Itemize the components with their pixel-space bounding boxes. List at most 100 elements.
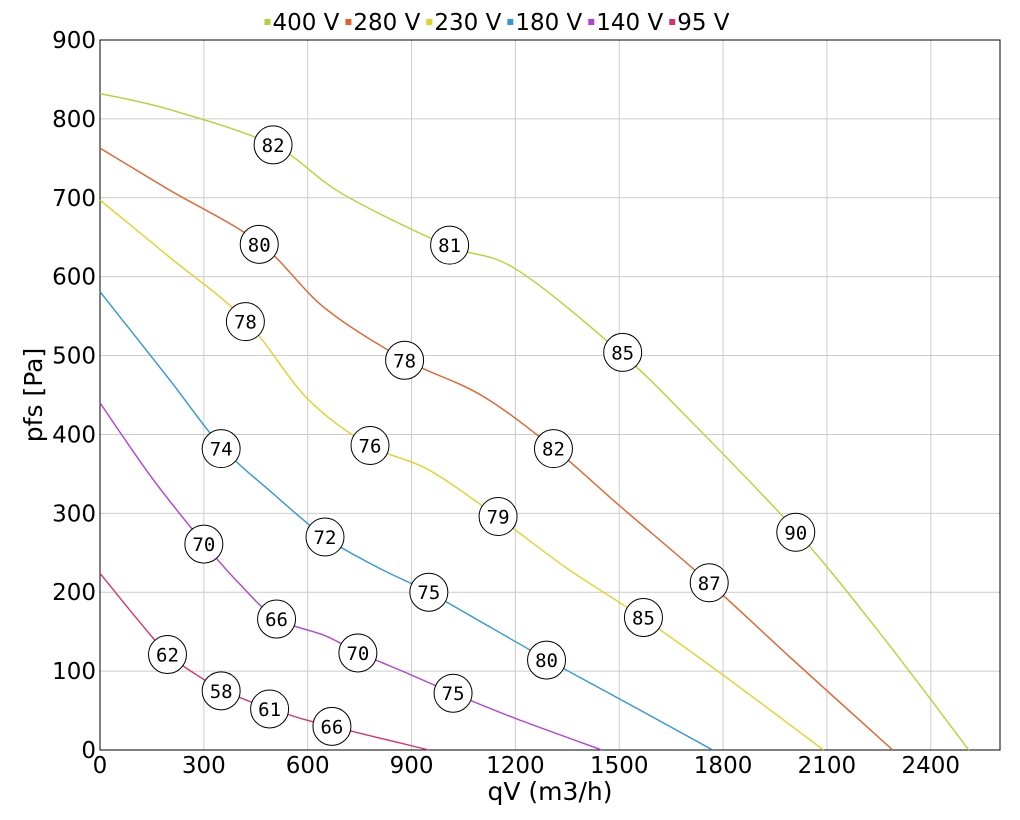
efficiency-marker-label: 78 [393, 350, 416, 372]
efficiency-marker-label: 66 [320, 716, 343, 738]
efficiency-marker-circle [257, 599, 297, 639]
efficiency-marker-circle [239, 224, 279, 264]
efficiency-marker-circle [430, 225, 470, 265]
y-tick-label: 0 [81, 738, 96, 764]
efficiency-marker: 87 [689, 563, 729, 603]
axis-ticks: 0 300 600 900 1200 1500 1800 2100 2400 0 100 200 300… [52, 28, 960, 779]
efficiency-marker-circle [201, 429, 241, 469]
efficiency-marker: 62 [148, 635, 187, 675]
series-line-230v [99, 199, 824, 751]
legend-label: 140 V [596, 10, 663, 36]
x-tick-label: 1500 [590, 753, 649, 779]
efficiency-marker-label: 75 [417, 582, 440, 604]
efficiency-marker-label: 66 [265, 609, 288, 631]
efficiency-marker: 90 [776, 512, 816, 552]
efficiency-marker: 70 [184, 524, 224, 564]
efficiency-marker: 66 [257, 599, 297, 639]
efficiency-marker-circle [253, 125, 293, 165]
efficiency-marker: 82 [533, 429, 573, 469]
x-axis-title: qV (m3/h) [488, 777, 613, 806]
efficiency-marker-label: 80 [535, 650, 558, 672]
efficiency-marker-label: 58 [210, 681, 233, 703]
x-tick-label: 600 [286, 753, 330, 779]
y-tick-label: 300 [52, 501, 96, 527]
efficiency-marker-label: 70 [346, 643, 369, 665]
x-tick-label: 2400 [901, 753, 960, 779]
efficiency-marker-label: 87 [698, 573, 721, 595]
efficiency-marker: 78 [225, 302, 265, 342]
efficiency-marker-circle [305, 517, 345, 557]
efficiency-marker: 80 [239, 224, 279, 264]
efficiency-marker-circle [338, 633, 378, 673]
efficiency-marker-label: 79 [487, 506, 510, 528]
y-tick-label: 200 [52, 580, 96, 606]
efficiency-marker-label: 61 [258, 699, 281, 721]
efficiency-marker-circle [350, 425, 390, 465]
efficiency-marker-circle [776, 512, 816, 552]
efficiency-marker: 74 [201, 429, 241, 469]
legend-swatch [264, 19, 271, 25]
plot-area-frame [99, 39, 1001, 751]
efficiency-marker-label: 74 [210, 439, 233, 461]
efficiency-marker: 76 [350, 425, 390, 465]
y-tick-label: 700 [52, 186, 96, 212]
efficiency-marker-label: 85 [611, 342, 634, 364]
legend-label: 230 V [434, 10, 501, 36]
series-line-180v [99, 291, 714, 751]
legend-label: 95 V [677, 10, 730, 36]
x-tick-label: 1200 [486, 753, 545, 779]
efficiency-marker: 75 [409, 572, 449, 612]
y-tick-label: 900 [52, 28, 96, 54]
efficiency-marker-circle [201, 671, 241, 711]
efficiency-marker-circle [603, 332, 643, 372]
efficiency-marker-label: 75 [442, 683, 465, 705]
efficiency-marker: 70 [338, 633, 378, 673]
legend-label: 400 V [272, 10, 339, 36]
efficiency-marker: 61 [250, 689, 290, 729]
legend-swatch [588, 19, 595, 25]
efficiency-marker-label: 80 [248, 234, 271, 256]
legend-swatch [669, 19, 676, 25]
efficiency-marker-circle [148, 635, 187, 675]
series-line-280v [99, 147, 894, 751]
y-tick-label: 500 [52, 344, 96, 370]
legend-label: 180 V [515, 10, 582, 36]
efficiency-marker: 81 [430, 225, 470, 265]
efficiency-marker-label: 82 [262, 135, 285, 157]
efficiency-marker-circle [533, 429, 573, 469]
efficiency-marker-circle [689, 563, 729, 603]
x-tick-label: 1800 [694, 753, 753, 779]
series-line-140v [99, 402, 603, 751]
x-tick-label: 300 [182, 753, 226, 779]
efficiency-marker-label: 78 [234, 312, 257, 334]
efficiency-marker: 58 [201, 671, 241, 711]
legend-swatch [507, 19, 514, 25]
legend: 400 V 280 V 230 V 180 V 140 V 95 V [264, 10, 730, 36]
efficiency-marker-label: 81 [438, 235, 461, 257]
efficiency-marker-label: 76 [359, 435, 382, 457]
x-tick-label: 2100 [798, 753, 857, 779]
efficiency-marker-label: 85 [632, 607, 655, 629]
efficiency-marker: 85 [603, 332, 643, 372]
efficiency-marker: 72 [305, 517, 345, 557]
efficiency-marker-circle [184, 524, 224, 564]
y-axis-title: pfs [Pa] [19, 348, 48, 442]
legend-label: 280 V [353, 10, 420, 36]
y-tick-label: 100 [52, 659, 96, 685]
efficiency-marker: 66 [312, 706, 352, 746]
efficiency-marker-circle [250, 689, 290, 729]
efficiency-marker: 78 [385, 340, 425, 380]
efficiency-marker-circle [385, 340, 425, 380]
x-tick-label: 900 [390, 753, 434, 779]
efficiency-marker-label: 82 [542, 439, 565, 461]
efficiency-marker: 82 [253, 125, 293, 165]
efficiency-marker-circle [433, 673, 473, 713]
legend-swatch [426, 19, 433, 25]
legend-swatch [345, 19, 352, 25]
efficiency-marker-circle [623, 597, 663, 637]
efficiency-marker-label: 72 [314, 527, 337, 549]
efficiency-marker-label: 70 [192, 534, 215, 556]
efficiency-marker-circle [225, 302, 265, 342]
efficiency-marker-circle [409, 572, 449, 612]
